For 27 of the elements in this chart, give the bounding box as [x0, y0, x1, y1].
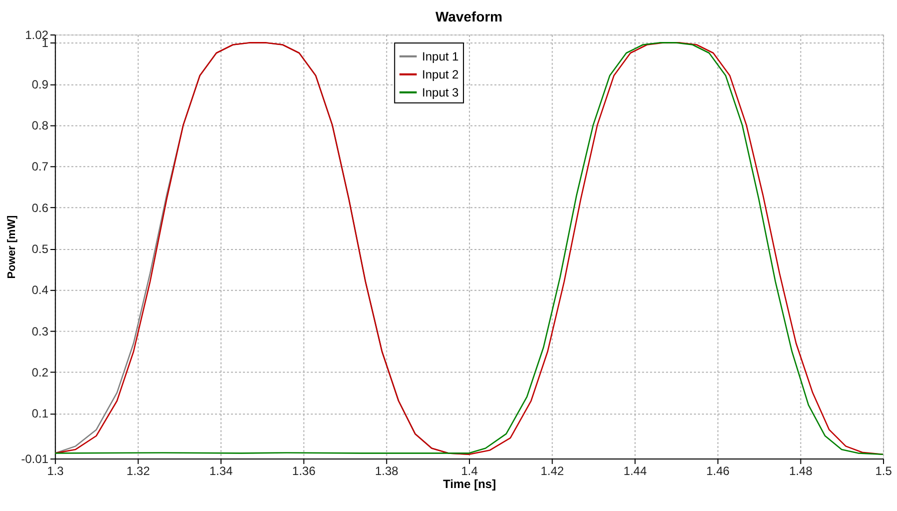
y-tick-label: 0.4	[32, 283, 49, 298]
x-tick-label: 1.44	[623, 464, 648, 478]
x-tick-label: 1.36	[292, 464, 316, 478]
legend-label: Input 2	[422, 67, 460, 82]
chart-title: Waveform	[435, 8, 502, 25]
y-tick-label: 0.1	[32, 406, 49, 421]
x-tick-label: 1.42	[540, 464, 564, 478]
x-tick-label: 1.34	[209, 464, 233, 478]
legend-label: Input 1	[422, 49, 460, 64]
x-tick-label: 1.38	[374, 464, 399, 478]
x-tick-label: 1.48	[789, 464, 813, 478]
y-tick-label: 0.2	[32, 366, 49, 380]
y-axis-title: Power [mW]	[6, 214, 18, 279]
y-tick-label: 0.6	[32, 200, 49, 215]
legend-label: Input 3	[422, 85, 460, 100]
y-tick-label: 0.3	[32, 324, 49, 338]
x-tick-label: 1.4	[461, 464, 478, 478]
y-tick-label: 0.8	[32, 118, 49, 133]
x-axis-title: Time [ns]	[442, 476, 496, 491]
x-tick-label: 1.3	[47, 464, 64, 478]
x-tick-label: 1.5	[875, 464, 892, 478]
x-tick-label: 1.32	[126, 464, 150, 478]
y-tick-label: 0.7	[32, 160, 49, 174]
y-tick-label: 0.9	[32, 77, 49, 92]
x-tick-label: 1.46	[706, 464, 730, 478]
y-tick-label: 0.5	[32, 242, 49, 256]
y-tick-label: -0.01	[21, 452, 49, 466]
